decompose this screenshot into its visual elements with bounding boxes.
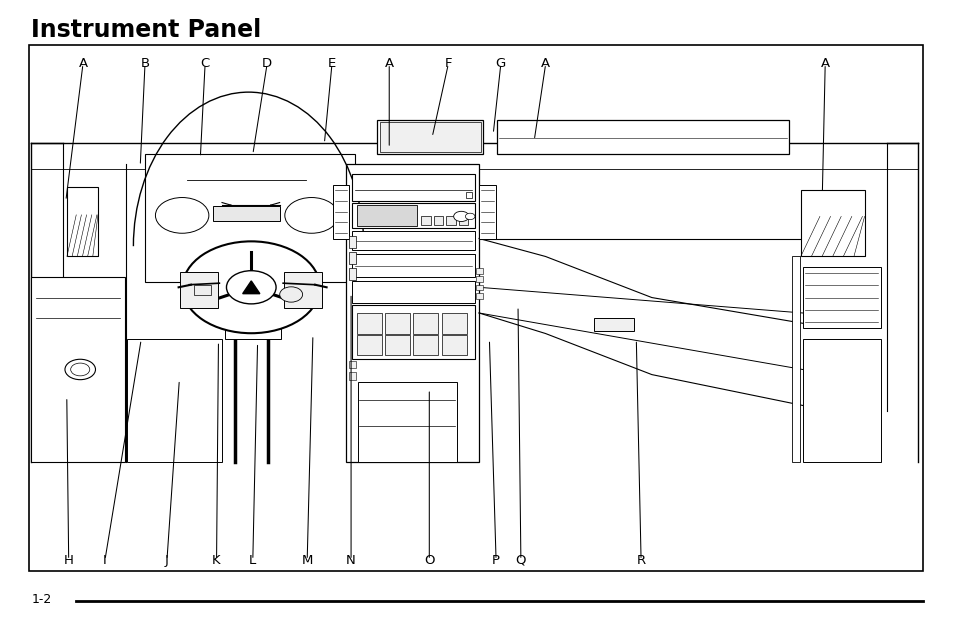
Bar: [349, 252, 356, 263]
Bar: [497, 121, 788, 154]
Text: M: M: [301, 554, 313, 567]
Bar: [127, 339, 222, 462]
Text: R: R: [636, 554, 645, 567]
Text: B: B: [140, 57, 150, 70]
Circle shape: [454, 211, 469, 221]
Bar: [476, 268, 482, 274]
Bar: [446, 216, 456, 225]
Bar: [385, 335, 410, 355]
Bar: [145, 154, 355, 282]
Bar: [29, 45, 922, 571]
Text: L: L: [249, 554, 256, 567]
Bar: [333, 184, 349, 239]
Bar: [284, 272, 322, 308]
Bar: [800, 189, 863, 256]
Text: A: A: [540, 57, 550, 70]
Bar: [441, 335, 466, 355]
Circle shape: [182, 241, 319, 333]
Bar: [213, 206, 279, 221]
Bar: [385, 313, 410, 334]
Circle shape: [465, 213, 475, 219]
Bar: [441, 313, 466, 334]
Bar: [356, 313, 381, 334]
Circle shape: [285, 198, 338, 234]
Text: A: A: [820, 57, 829, 70]
Bar: [31, 277, 125, 462]
Text: P: P: [492, 554, 499, 567]
Bar: [356, 205, 416, 226]
Bar: [67, 187, 98, 256]
Bar: [434, 216, 443, 225]
Bar: [352, 174, 474, 201]
Text: I: I: [103, 554, 107, 567]
Bar: [801, 339, 880, 462]
Bar: [421, 216, 431, 225]
Bar: [379, 122, 480, 152]
Bar: [225, 318, 281, 339]
Bar: [357, 382, 456, 462]
Text: F: F: [444, 57, 452, 70]
Bar: [349, 268, 356, 279]
Text: D: D: [262, 57, 272, 70]
Bar: [180, 272, 217, 308]
Circle shape: [65, 359, 95, 380]
Bar: [413, 313, 437, 334]
Circle shape: [226, 271, 275, 304]
Text: 1-2: 1-2: [31, 593, 51, 606]
Bar: [465, 191, 472, 198]
Bar: [458, 216, 468, 225]
Bar: [352, 305, 474, 359]
Polygon shape: [242, 281, 259, 293]
Bar: [376, 121, 483, 154]
Bar: [594, 318, 634, 331]
Bar: [801, 267, 880, 329]
Bar: [346, 164, 478, 462]
Bar: [349, 372, 356, 380]
Bar: [352, 281, 474, 302]
Bar: [476, 276, 482, 282]
Text: C: C: [200, 57, 210, 70]
Circle shape: [71, 363, 90, 376]
Text: Instrument Panel: Instrument Panel: [31, 18, 261, 42]
Circle shape: [155, 198, 209, 234]
Bar: [193, 285, 211, 295]
Text: A: A: [384, 57, 394, 70]
Text: E: E: [328, 57, 335, 70]
Bar: [349, 236, 356, 248]
Bar: [476, 285, 482, 290]
Bar: [352, 254, 474, 277]
Circle shape: [279, 287, 302, 302]
Text: K: K: [212, 554, 221, 567]
Bar: [352, 203, 474, 228]
Bar: [356, 335, 381, 355]
Text: A: A: [78, 57, 88, 70]
Text: N: N: [346, 554, 355, 567]
Text: Q: Q: [515, 554, 526, 567]
Bar: [476, 293, 482, 299]
Text: G: G: [496, 57, 505, 70]
Bar: [349, 360, 356, 368]
Text: H: H: [64, 554, 73, 567]
Text: J: J: [165, 554, 169, 567]
Bar: [352, 231, 474, 250]
Bar: [478, 184, 496, 239]
Bar: [791, 256, 799, 462]
Bar: [413, 335, 437, 355]
Text: O: O: [423, 554, 435, 567]
